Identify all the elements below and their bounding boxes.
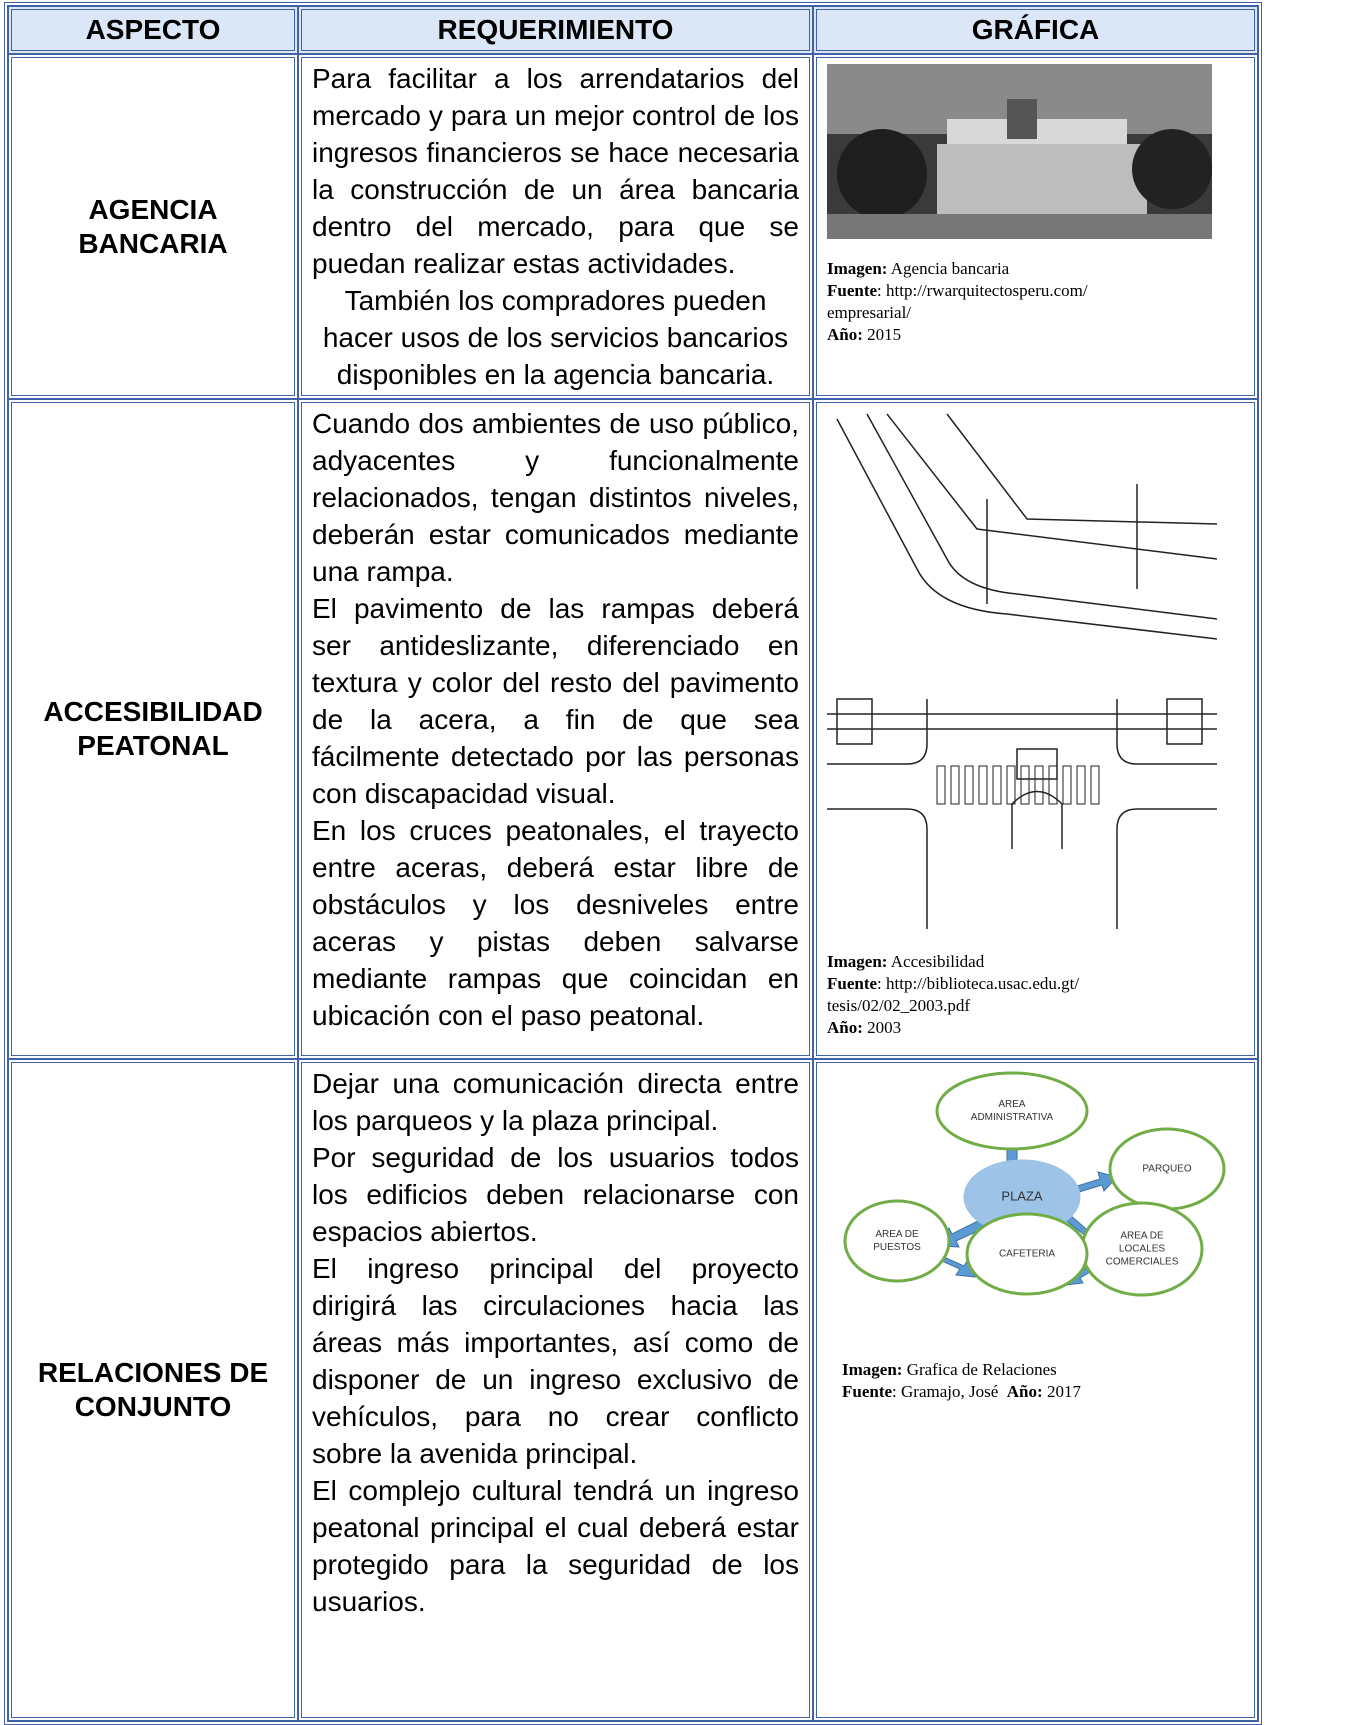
caption-text: 2003 — [862, 1018, 902, 1037]
diagram-label: LOCALES — [1119, 1244, 1165, 1255]
image-caption: Imagen: Accesibilidad Fuente: http://bibl… — [827, 951, 1244, 1039]
aspect-text: CONJUNTO — [74, 1391, 232, 1422]
aspect-text: PEATONAL — [77, 730, 229, 761]
aspect-cell: AGENCIA BANCARIA — [8, 54, 298, 399]
caption-text: Imagen: — [827, 259, 888, 278]
requirement-cell: Dejar una comunicación directa entre los… — [298, 1059, 813, 1721]
caption-text: Imagen: — [842, 1360, 903, 1379]
caption-line: Imagen: Grafica de Relaciones — [842, 1359, 1244, 1381]
image-caption: Imagen: Agencia bancaria Fuente: http://r… — [827, 258, 1244, 346]
diagram-label: AREA DE — [875, 1229, 919, 1240]
header-cell: ASPECTO — [8, 6, 298, 54]
caption-text: Año: — [1006, 1382, 1043, 1401]
relations-diagram: AREA ADMINISTRATIVA PARQUEO PLAZA AREA DE PUE… — [843, 1071, 1226, 1297]
graphic-image — [827, 413, 1218, 929]
caption-text: : http://rwarquitectosperu.com/ — [877, 281, 1088, 300]
table-row: AGENCIA BANCARIA Para facilitar a los arre… — [8, 54, 1258, 399]
caption-line: empresarial/ — [827, 302, 1244, 324]
aspect-text: RELACIONES DE — [37, 1357, 269, 1388]
caption-text: tesis/02/02_2003.pdf — [827, 996, 971, 1015]
caption-line: Fuente: http://rwarquitectosperu.com/ — [827, 280, 1244, 302]
aspect-cell: RELACIONES DE CONJUNTO — [8, 1059, 298, 1721]
diagram-label: PARQUEO — [1142, 1164, 1191, 1175]
diagram-label: AREA DE — [1120, 1231, 1164, 1242]
requirement-paragraph: El ingreso principal del proyecto dirigi… — [312, 1253, 799, 1469]
diagram-label: COMERCIALES — [1106, 1257, 1179, 1268]
requirement-paragraph: En los cruces peatonales, el trayecto en… — [312, 815, 799, 1031]
caption-text: Agencia bancaria — [887, 259, 1010, 278]
requirement-paragraph: Para facilitar a los arrendatarios del m… — [312, 63, 799, 279]
graphic-image — [827, 64, 1212, 239]
table-row: ACCESIBILIDAD PEATONAL Cuando dos ambiente… — [8, 399, 1258, 1059]
graphic-cell: Imagen: Agencia bancaria Fuente: http://r… — [813, 54, 1258, 399]
caption-text: Año: — [827, 325, 863, 344]
caption-line: Imagen: Agencia bancaria — [827, 258, 1244, 280]
header-row: ASPECTO REQUERIMIENTO GRÁFICA — [8, 6, 1258, 54]
table-row: RELACIONES DE CONJUNTO Dejar una comunicac… — [8, 1059, 1258, 1721]
caption-text: Imagen: — [827, 952, 888, 971]
image-caption: Imagen: Grafica de Relaciones Fuente: Gra… — [842, 1359, 1244, 1403]
caption-text: 2017 — [1042, 1382, 1081, 1401]
requirement-paragraph: También los compradores pueden hacer uso… — [322, 285, 789, 390]
diagram-node — [843, 1199, 951, 1283]
requirement-paragraph: Dejar una comunicación directa entre los… — [312, 1068, 799, 1136]
caption-text: Año: — [827, 1018, 863, 1037]
requirement-paragraph: Por seguridad de los usuarios todos los … — [312, 1142, 799, 1247]
header-cell: REQUERIMIENTO — [298, 6, 813, 54]
requirement-cell: Para facilitar a los arrendatarios del m… — [298, 54, 813, 399]
diagram-label: PLAZA — [1001, 1188, 1043, 1203]
graphic-cell: Imagen: Accesibilidad Fuente: http://bibl… — [813, 399, 1258, 1059]
caption-text: empresarial/ — [827, 303, 912, 322]
diagram-node — [935, 1071, 1089, 1151]
aspect-cell: ACCESIBILIDAD PEATONAL — [8, 399, 298, 1059]
requirement-paragraph: El pavimento de las rampas deberá ser an… — [312, 593, 799, 809]
requirement-paragraph: Cuando dos ambientes de uso público, ady… — [312, 408, 799, 587]
aspect-text: BANCARIA — [78, 227, 228, 259]
caption-text: Fuente — [827, 974, 878, 993]
requirement-cell: Cuando dos ambientes de uso público, ady… — [298, 399, 813, 1059]
header-cell: GRÁFICA — [813, 6, 1258, 54]
caption-text: Accesibilidad — [887, 952, 985, 971]
diagram-label: AREA — [998, 1099, 1026, 1110]
diagram-label: CAFETERIA — [999, 1249, 1055, 1260]
caption-line: Imagen: Accesibilidad — [827, 951, 1244, 973]
caption-text: Fuente — [842, 1382, 893, 1401]
aspect-text: ACCESIBILIDAD — [43, 696, 263, 727]
caption-text: 2015 — [862, 325, 902, 344]
graphic-cell: AREA ADMINISTRATIVA PARQUEO PLAZA AREA DE PUE… — [813, 1059, 1258, 1721]
caption-text: : Gramajo, José — [892, 1382, 1007, 1401]
requirements-table: ASPECTO REQUERIMIENTO GRÁFICA AGENCIA BANCA… — [4, 2, 1262, 1725]
aspect-text: AGENCIA — [88, 193, 218, 225]
caption-text: Fuente — [827, 281, 878, 300]
diagram-label: ADMINISTRATIVA — [971, 1112, 1054, 1123]
requirement-paragraph: El complejo cultural tendrá un ingreso p… — [312, 1475, 799, 1617]
caption-text: : http://biblioteca.usac.edu.gt/ — [877, 974, 1080, 993]
caption-line: Fuente: Gramajo, José Año: 2017 — [842, 1381, 1244, 1403]
caption-line: Año: 2015 — [827, 324, 1244, 346]
caption-text: Grafica de Relaciones — [902, 1360, 1057, 1379]
caption-line: tesis/02/02_2003.pdf — [827, 995, 1244, 1017]
caption-line: Año: 2003 — [827, 1017, 1244, 1039]
diagram-label: PUESTOS — [873, 1242, 921, 1253]
caption-line: Fuente: http://biblioteca.usac.edu.gt/ — [827, 973, 1244, 995]
diagram-node — [965, 1212, 1089, 1296]
